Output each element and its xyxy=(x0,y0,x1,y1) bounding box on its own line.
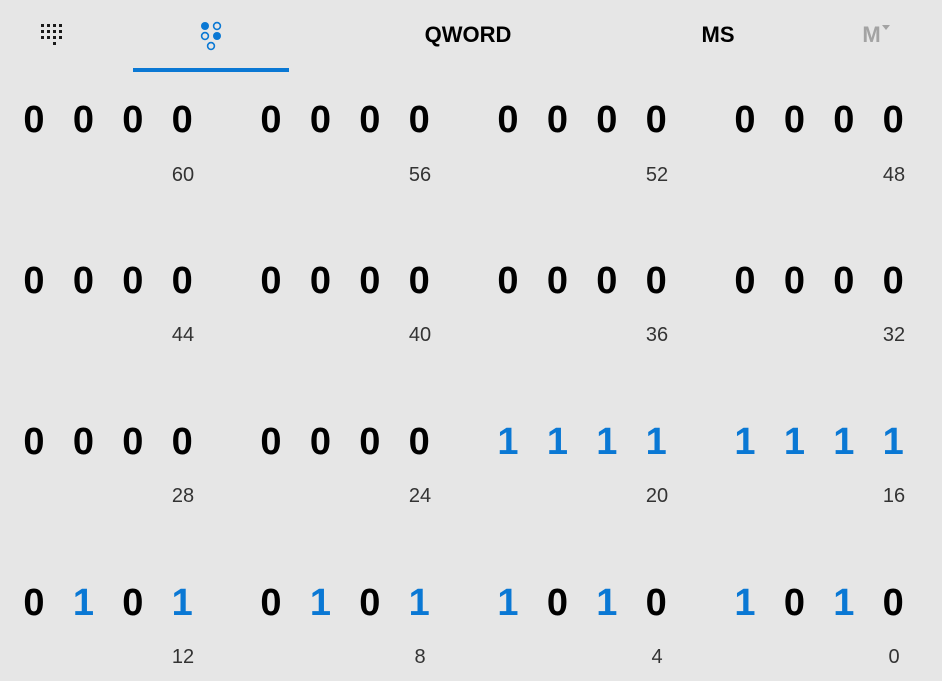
bit-toggle[interactable]: 1 xyxy=(171,582,193,624)
bit-toggle[interactable]: 0 xyxy=(23,421,45,463)
bit-toggle[interactable]: 0 xyxy=(408,99,430,141)
bit-toggle[interactable]: 0 xyxy=(309,99,331,141)
bit-toggle[interactable]: 0 xyxy=(546,99,568,141)
bit-position-label: 12 xyxy=(171,646,195,668)
bit-toggle[interactable]: 0 xyxy=(645,260,667,302)
bit-toggle[interactable]: 0 xyxy=(882,99,904,141)
bit-toggle[interactable]: 1 xyxy=(833,582,855,624)
bit-toggle[interactable]: 0 xyxy=(596,99,618,141)
bit-position-label: 40 xyxy=(408,324,432,346)
bit-toggle[interactable]: 0 xyxy=(497,99,519,141)
bit-position-label: 56 xyxy=(408,164,432,186)
bit-toggle[interactable]: 0 xyxy=(408,421,430,463)
bit-position-label: 60 xyxy=(171,164,195,186)
bit-position-label: 16 xyxy=(882,485,906,507)
bit-toggle[interactable]: 0 xyxy=(122,260,144,302)
bit-toggle[interactable]: 0 xyxy=(359,99,381,141)
bit-toggle-keypad-icon xyxy=(200,21,222,51)
bit-toggle[interactable]: 1 xyxy=(882,421,904,463)
toolbar: QWORD MS M xyxy=(0,0,942,72)
memory-store-label: MS xyxy=(701,22,735,47)
bit-toggle[interactable]: 0 xyxy=(171,99,193,141)
memory-menu-button[interactable]: M xyxy=(846,0,906,71)
bit-toggle[interactable]: 0 xyxy=(882,260,904,302)
bit-toggle[interactable]: 0 xyxy=(783,582,805,624)
bit-toggle[interactable]: 0 xyxy=(23,582,45,624)
bit-toggle[interactable]: 0 xyxy=(72,99,94,141)
word-size-button[interactable]: QWORD xyxy=(380,0,556,71)
bit-toggle[interactable]: 0 xyxy=(23,99,45,141)
bit-toggle[interactable]: 0 xyxy=(72,260,94,302)
bit-position-label: 36 xyxy=(645,324,669,346)
bit-toggle[interactable]: 0 xyxy=(783,99,805,141)
bit-toggle[interactable]: 0 xyxy=(596,260,618,302)
bit-toggle[interactable]: 1 xyxy=(734,421,756,463)
bit-position-label: 8 xyxy=(414,646,426,668)
bit-position-label: 48 xyxy=(882,164,906,186)
bit-toggle[interactable]: 1 xyxy=(309,582,331,624)
bit-toggle[interactable]: 0 xyxy=(260,421,282,463)
bit-toggle[interactable]: 1 xyxy=(408,582,430,624)
bit-toggle[interactable]: 0 xyxy=(122,421,144,463)
bit-toggle[interactable]: 0 xyxy=(645,582,667,624)
full-keypad-button[interactable] xyxy=(14,0,90,71)
bit-position-label: 4 xyxy=(651,646,663,668)
bit-position-label: 44 xyxy=(171,324,195,346)
bit-toggle[interactable]: 0 xyxy=(359,421,381,463)
bit-position-label: 52 xyxy=(645,164,669,186)
bit-toggle[interactable]: 0 xyxy=(23,260,45,302)
bit-toggle[interactable]: 0 xyxy=(359,260,381,302)
bit-toggle[interactable]: 0 xyxy=(497,260,519,302)
bit-toggle[interactable]: 0 xyxy=(260,99,282,141)
bit-toggle[interactable]: 0 xyxy=(122,99,144,141)
bit-toggle[interactable]: 0 xyxy=(260,260,282,302)
bit-toggle[interactable]: 0 xyxy=(72,421,94,463)
bit-toggle[interactable]: 1 xyxy=(734,582,756,624)
bit-toggle[interactable]: 1 xyxy=(497,421,519,463)
chevron-down-icon xyxy=(881,24,890,30)
bit-toggling-keypad-button[interactable] xyxy=(133,0,289,72)
bit-toggle[interactable]: 0 xyxy=(734,99,756,141)
bit-toggle[interactable]: 0 xyxy=(171,260,193,302)
bit-toggle[interactable]: 0 xyxy=(309,421,331,463)
bit-toggle[interactable]: 1 xyxy=(833,421,855,463)
bit-toggle[interactable]: 1 xyxy=(497,582,519,624)
bit-toggle[interactable]: 1 xyxy=(546,421,568,463)
bit-position-label: 24 xyxy=(408,485,432,507)
bit-toggle[interactable]: 1 xyxy=(596,582,618,624)
bit-position-label: 20 xyxy=(645,485,669,507)
bit-toggle[interactable]: 0 xyxy=(260,582,282,624)
bit-toggle[interactable]: 0 xyxy=(171,421,193,463)
bit-toggle[interactable]: 0 xyxy=(783,260,805,302)
bit-position-label: 28 xyxy=(171,485,195,507)
bit-position-label: 0 xyxy=(888,646,900,668)
bit-toggle[interactable]: 0 xyxy=(645,99,667,141)
bit-toggle[interactable]: 0 xyxy=(309,260,331,302)
bit-toggle[interactable]: 0 xyxy=(408,260,430,302)
memory-store-button[interactable]: MS xyxy=(660,0,776,71)
bit-toggle[interactable]: 0 xyxy=(833,260,855,302)
bit-toggle[interactable]: 0 xyxy=(546,260,568,302)
bit-toggle[interactable]: 0 xyxy=(882,582,904,624)
bit-toggle[interactable]: 0 xyxy=(734,260,756,302)
bit-toggle[interactable]: 0 xyxy=(546,582,568,624)
bit-toggle[interactable]: 0 xyxy=(122,582,144,624)
active-tab-indicator xyxy=(133,68,289,72)
memory-menu-label: M xyxy=(862,22,881,47)
bit-toggle[interactable]: 1 xyxy=(783,421,805,463)
bit-toggle[interactable]: 1 xyxy=(72,582,94,624)
bit-toggle[interactable]: 1 xyxy=(645,421,667,463)
bit-toggle[interactable]: 1 xyxy=(596,421,618,463)
bit-toggle[interactable]: 0 xyxy=(359,582,381,624)
bit-toggle[interactable]: 0 xyxy=(833,99,855,141)
word-size-label: QWORD xyxy=(424,22,512,47)
bit-position-label: 32 xyxy=(882,324,906,346)
keypad-icon xyxy=(41,24,62,45)
